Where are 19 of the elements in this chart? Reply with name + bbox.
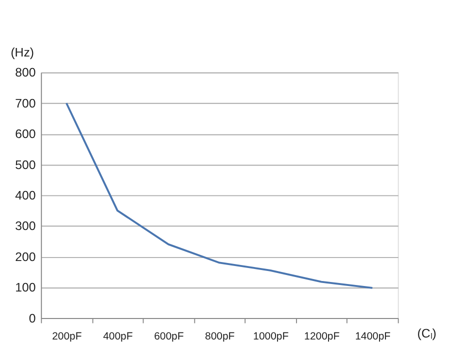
x-axis-title: (Cₗ)	[417, 326, 436, 340]
y-tick-label: 100	[15, 280, 36, 295]
y-tick-label: 800	[15, 66, 36, 80]
x-tick-label: 800pF	[205, 331, 235, 342]
y-tick-label: 200	[15, 250, 36, 264]
y-tick-label: 700	[15, 96, 36, 110]
y-tick-label: 600	[15, 127, 36, 142]
y-tick-label: 500	[15, 158, 36, 172]
x-tick-label: 200pF	[52, 331, 82, 342]
x-tick-label: 400pF	[103, 331, 133, 342]
x-tick-label: 1000pF	[253, 331, 289, 342]
y-tick-label: 400	[15, 188, 36, 202]
line-series	[65, 102, 374, 289]
x-tick-label: 1400pF	[355, 331, 391, 342]
x-tick-label: 600pF	[154, 331, 184, 342]
y-tick-label: 300	[15, 219, 36, 234]
x-tick-label: 1200pF	[304, 331, 340, 342]
y-axis-title: (Hz)	[10, 46, 34, 60]
y-tick-label: 0	[28, 311, 36, 326]
